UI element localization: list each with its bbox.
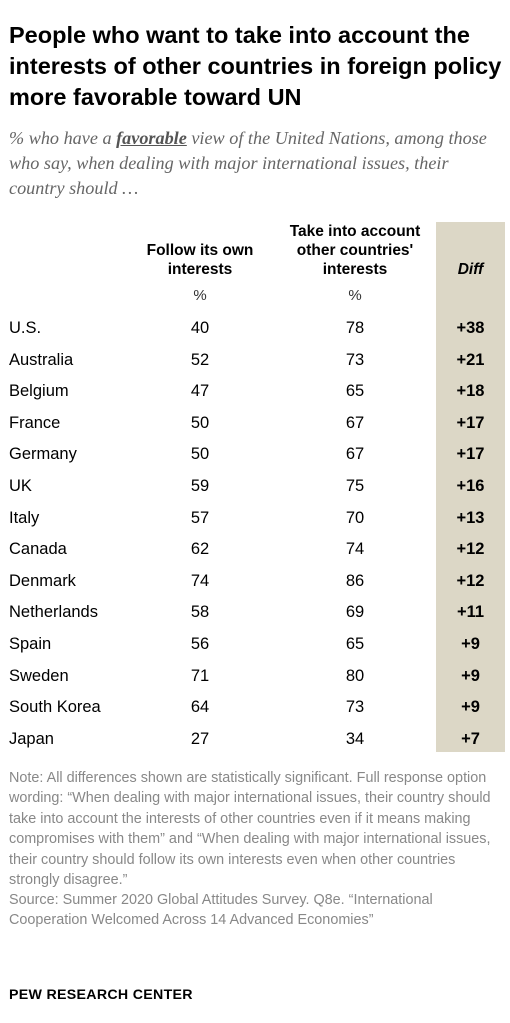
value-diff: +7 xyxy=(461,729,480,748)
table-row: South Korea 64 73 +9 xyxy=(0,697,510,729)
subtitle-end: view of the United Nations, among those … xyxy=(9,128,487,198)
value-own-interests: 40 xyxy=(190,319,210,337)
footnote: Note: All differences shown are statisti… xyxy=(9,770,491,889)
value-other-interests: 73 xyxy=(345,350,365,369)
subtitle-start: % who have a xyxy=(9,128,117,148)
value-diff: +21 xyxy=(456,350,485,369)
value-diff: +9 xyxy=(461,666,480,685)
value-own-interests: 50 xyxy=(190,413,210,432)
diff-column-background xyxy=(436,222,505,752)
value-own-interests: 62 xyxy=(190,540,210,559)
value-other-interests: 75 xyxy=(345,477,365,495)
value-own-interests: 57 xyxy=(190,508,210,527)
table-row: Italy 57 70 +13 xyxy=(0,508,510,540)
value-diff: +18 xyxy=(456,382,485,401)
value-own-interests: 74 xyxy=(190,571,210,590)
country-label: UK xyxy=(9,477,32,495)
value-own-interests: 27 xyxy=(190,729,210,748)
value-diff: +13 xyxy=(456,508,485,527)
value-diff: +9 xyxy=(461,635,480,653)
table-row: France 50 67 +17 xyxy=(0,413,510,445)
country-label: Denmark xyxy=(9,571,76,590)
value-other-interests: 65 xyxy=(345,382,365,401)
column-header-diff: Diff xyxy=(457,261,484,278)
country-label: Australia xyxy=(9,350,74,369)
table-row: Japan 27 34 +7 xyxy=(0,729,510,761)
value-diff: +11 xyxy=(456,603,485,622)
value-other-interests: 74 xyxy=(345,540,365,559)
value-own-interests: 50 xyxy=(190,445,210,464)
country-label: Spain xyxy=(9,635,52,653)
value-other-interests: 78 xyxy=(345,319,365,337)
column-header-other-interests: Take into account other countries' inter… xyxy=(289,223,421,278)
country-label: Sweden xyxy=(9,666,69,685)
value-own-interests: 47 xyxy=(190,382,210,401)
country-label: Netherlands xyxy=(9,603,98,622)
value-diff: +12 xyxy=(456,540,485,559)
country-label: Italy xyxy=(9,508,40,527)
table-row: Belgium 47 65 +18 xyxy=(0,381,510,413)
value-other-interests: 86 xyxy=(345,571,365,590)
table-row: Spain 56 65 +9 xyxy=(0,634,510,666)
value-other-interests: 34 xyxy=(345,729,365,748)
chart-subtitle: % who have a favorable view of the Unite… xyxy=(9,126,505,201)
value-diff: +38 xyxy=(456,319,485,337)
table-row: Australia 52 73 +21 xyxy=(0,350,510,382)
value-other-interests: 65 xyxy=(345,635,365,653)
country-label: U.S. xyxy=(9,319,42,337)
column-header-own-interests: Follow its own interests xyxy=(146,242,254,278)
publisher-credit: PEW RESEARCH CENTER xyxy=(9,987,193,1003)
table-row: Germany 50 67 +17 xyxy=(0,444,510,476)
value-diff: +12 xyxy=(456,571,485,590)
table-row: Sweden 71 80 +9 xyxy=(0,666,510,698)
subtitle-emphasis: favorable xyxy=(116,128,187,148)
table-row: UK 59 75 +16 xyxy=(0,476,510,508)
value-own-interests: 64 xyxy=(190,698,210,717)
value-other-interests: 69 xyxy=(345,603,365,622)
value-diff: +17 xyxy=(456,413,485,432)
table-row: Denmark 74 86 +12 xyxy=(0,571,510,603)
country-label: Canada xyxy=(9,540,67,559)
value-diff: +16 xyxy=(456,477,485,495)
country-label: South Korea xyxy=(9,698,101,717)
country-label: France xyxy=(9,413,61,432)
country-label: Japan xyxy=(9,729,54,748)
value-other-interests: 80 xyxy=(345,666,365,685)
value-other-interests: 73 xyxy=(345,698,365,717)
value-own-interests: 59 xyxy=(190,477,210,495)
table-row: Canada 62 74 +12 xyxy=(0,539,510,571)
country-label: Germany xyxy=(9,445,77,464)
value-other-interests: 70 xyxy=(345,508,365,527)
value-own-interests: 52 xyxy=(190,350,210,369)
source-note: Source: Summer 2020 Global Attitudes Sur… xyxy=(9,892,433,929)
value-other-interests: 67 xyxy=(345,413,365,432)
value-own-interests: 58 xyxy=(190,603,210,622)
country-label: Belgium xyxy=(9,382,69,401)
table-row: Netherlands 58 69 +11 xyxy=(0,602,510,634)
table-row: U.S. 40 78 +38 xyxy=(0,318,510,350)
value-diff: +17 xyxy=(456,445,485,464)
value-diff: +9 xyxy=(461,698,480,717)
value-own-interests: 56 xyxy=(190,635,210,653)
unit-label-others: % xyxy=(348,287,362,304)
chart-title: People who want to take into account the… xyxy=(9,22,502,110)
unit-label-own: % xyxy=(193,287,207,304)
value-other-interests: 67 xyxy=(345,445,365,464)
value-own-interests: 71 xyxy=(190,666,210,685)
